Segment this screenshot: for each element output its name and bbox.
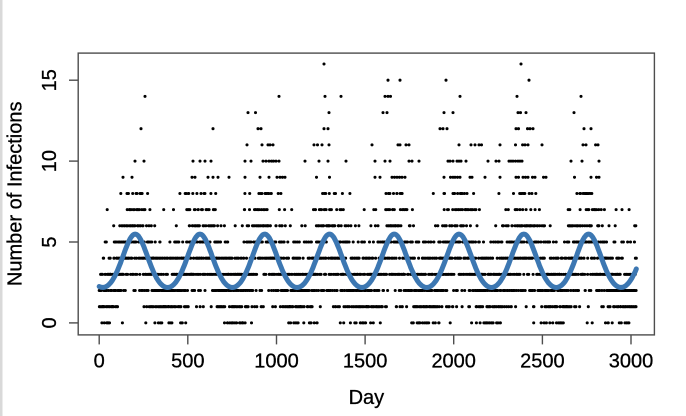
- svg-text:15: 15: [39, 69, 61, 91]
- svg-text:3000: 3000: [609, 351, 654, 373]
- svg-text:Number of Infections: Number of Infections: [5, 102, 27, 287]
- svg-text:5: 5: [39, 236, 61, 247]
- svg-text:0: 0: [39, 317, 61, 328]
- svg-text:1000: 1000: [254, 351, 299, 373]
- svg-text:1500: 1500: [343, 351, 388, 373]
- svg-text:500: 500: [171, 351, 204, 373]
- svg-text:2500: 2500: [520, 351, 565, 373]
- svg-text:Day: Day: [349, 387, 385, 409]
- svg-text:0: 0: [94, 351, 105, 373]
- svg-text:10: 10: [39, 150, 61, 172]
- svg-text:2000: 2000: [431, 351, 476, 373]
